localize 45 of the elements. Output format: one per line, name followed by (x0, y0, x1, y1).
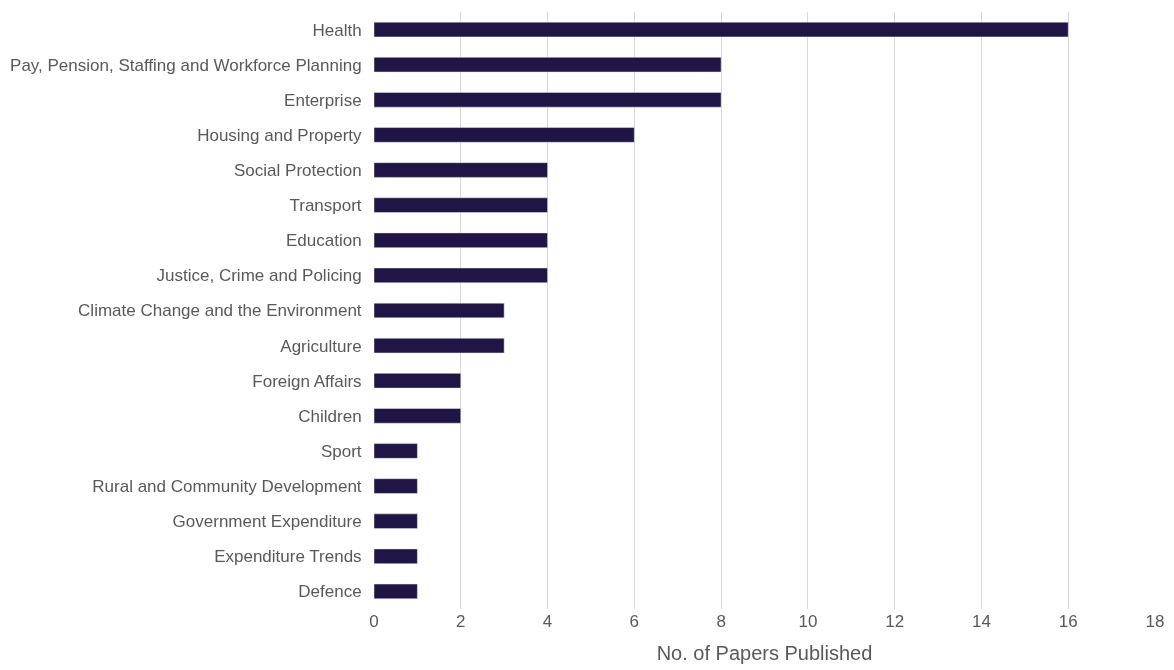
bar (374, 583, 418, 600)
x-tick-label: 4 (542, 612, 553, 631)
y-tick-label: Education (285, 231, 362, 251)
bar (374, 162, 548, 178)
y-tick-label: Expenditure Trends (214, 547, 362, 567)
bar (374, 127, 635, 143)
x-tick-label: 6 (629, 612, 640, 631)
y-tick-label: Agriculture (280, 336, 362, 356)
y-tick-label: Pay, Pension, Staffing and Workforce Planning (10, 55, 362, 75)
y-tick-label: Housing and Property (197, 125, 363, 145)
y-tick-label: Health (312, 20, 362, 40)
x-axis-title: No. of Papers Published (656, 641, 873, 664)
bar (374, 408, 462, 424)
x-tick-label: 16 (1058, 612, 1078, 631)
bar (374, 373, 462, 389)
x-tick-label: 12 (885, 612, 905, 631)
bar (374, 478, 418, 494)
bar (374, 21, 1069, 38)
y-tick-label: Climate Change and the Environment (78, 301, 362, 321)
bar (374, 513, 418, 529)
x-tick-label: 2 (456, 612, 466, 631)
x-tick-label: 0 (369, 612, 379, 631)
bar (374, 302, 505, 319)
bar (374, 443, 418, 459)
bar (374, 548, 418, 564)
y-tick-label: Enterprise (284, 90, 362, 110)
y-tick-label: Transport (289, 196, 362, 216)
bar (374, 57, 722, 73)
x-tick-label: 18 (1145, 612, 1165, 631)
y-tick-label: Sport (320, 441, 362, 461)
y-tick-label: Children (298, 406, 362, 426)
x-tick-label: 14 (971, 612, 991, 631)
y-tick-label: Justice, Crime and Policing (156, 266, 362, 286)
bar (374, 232, 548, 248)
y-tick-label: Social Protection (234, 160, 362, 180)
x-tick-label: 10 (798, 612, 818, 631)
y-tick-label: Government Expenditure (172, 512, 362, 532)
bar (374, 92, 722, 108)
y-tick-label: Rural and Community Development (92, 477, 362, 497)
x-tick-label: 8 (716, 612, 726, 631)
y-tick-label: Defence (298, 582, 362, 602)
bar (374, 197, 548, 213)
bar (374, 267, 548, 284)
y-tick-label: Foreign Affairs (252, 371, 362, 391)
bar (374, 337, 505, 354)
